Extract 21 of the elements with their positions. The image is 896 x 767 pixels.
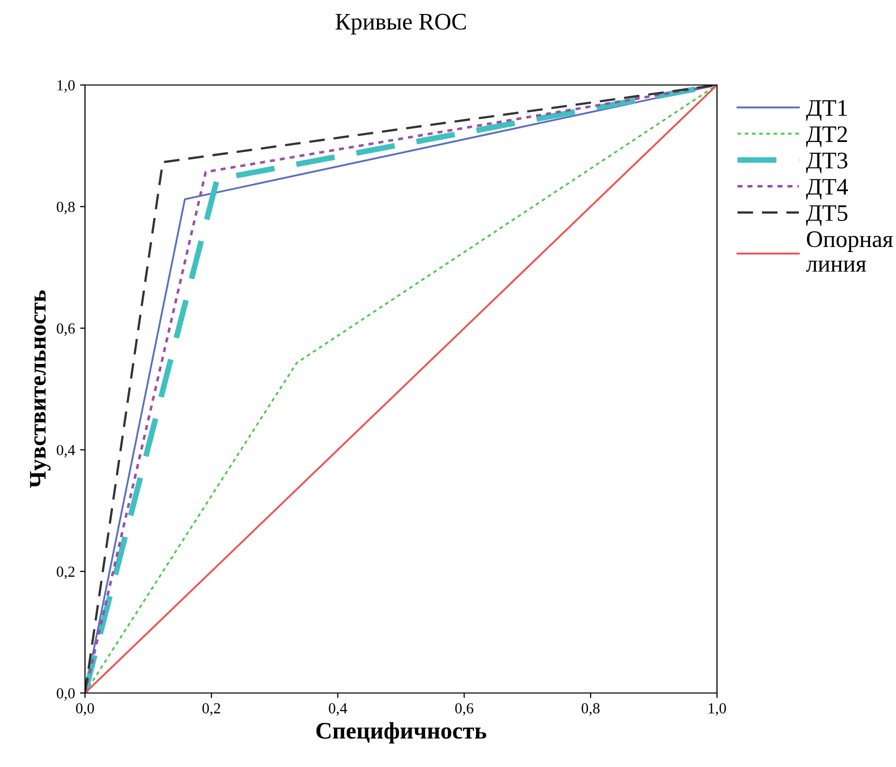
- legend-label: Опорная линия: [806, 231, 893, 272]
- x-axis-title: Специфичность: [316, 722, 486, 744]
- x-tick-label: 0,8: [582, 703, 600, 716]
- legend-label: ДТ5: [806, 205, 848, 226]
- x-tick-label: 0,4: [328, 703, 348, 716]
- y-tick-label: 0,2: [56, 566, 74, 580]
- y-tick-label: 0,8: [56, 202, 75, 214]
- x-tick-label: 1,0: [708, 703, 726, 716]
- legend-label: ДТ3: [806, 152, 848, 174]
- y-axis-title: Чувствительность: [30, 290, 51, 488]
- x-tick-label: 0,2: [202, 703, 220, 716]
- legend-label: ДТ4: [806, 178, 848, 200]
- legend-label: ДТ2: [806, 126, 847, 147]
- x-tick-label: 0,0: [76, 703, 94, 716]
- y-tick-label: 0,4: [56, 444, 76, 458]
- y-tick-label: 0,0: [56, 688, 75, 701]
- x-tick-label: 0,6: [455, 703, 474, 716]
- legend-label: ДТ1: [806, 100, 847, 121]
- y-tick-label: 1,0: [58, 80, 75, 93]
- y-tick-label: 0,6: [56, 323, 75, 336]
- chart-title: Кривые ROC: [336, 14, 466, 34]
